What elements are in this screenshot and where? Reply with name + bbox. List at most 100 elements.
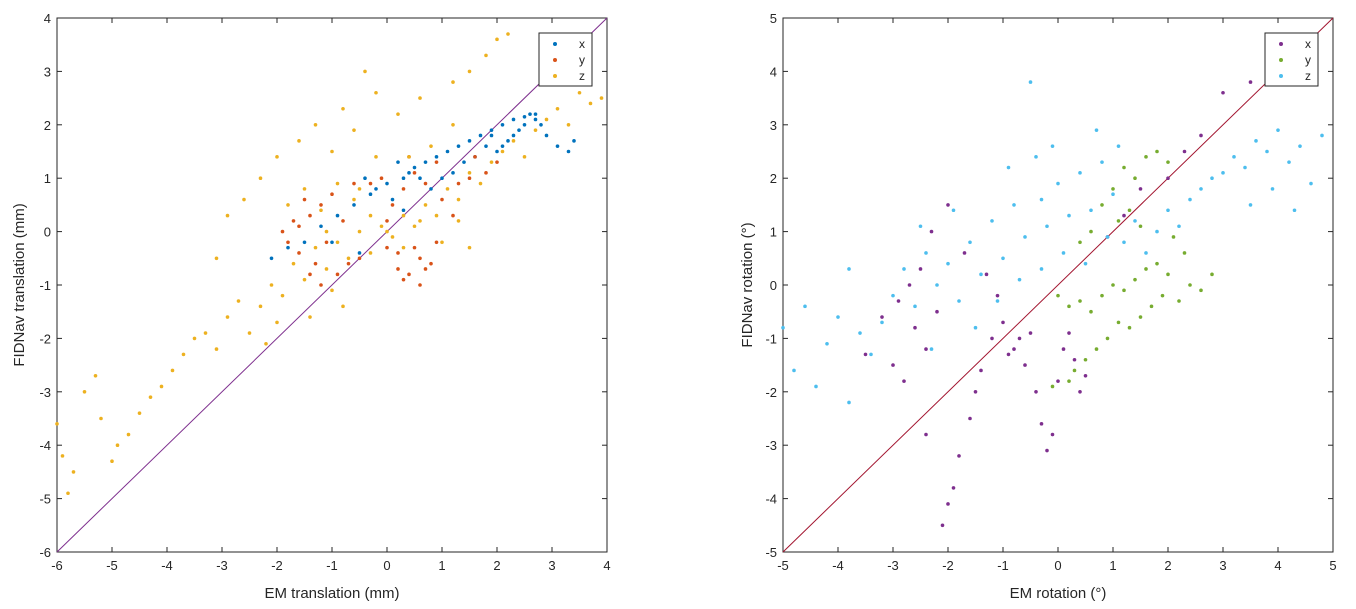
rotation-point-z: [1083, 261, 1088, 266]
rotation-point-y: [1188, 283, 1192, 287]
translation-point-z: [137, 411, 142, 415]
rotation-y-tick-label: -2: [765, 385, 777, 400]
rotation-point-z: [1039, 197, 1044, 202]
translation-point-x: [489, 133, 494, 138]
translation-point-x: [528, 112, 532, 116]
rotation-x-axis-label: EM rotation (°): [1010, 585, 1107, 602]
rotation-point-y: [1050, 384, 1055, 389]
rotation-point-x: [891, 363, 895, 367]
translation-x-tick-label: 2: [493, 558, 500, 573]
rotation-point-z: [957, 299, 961, 303]
rotation-legend-label-x: x: [1305, 37, 1311, 51]
translation-point-z: [500, 149, 505, 154]
translation-x-tick-label: 3: [548, 558, 555, 573]
rotation-point-z: [1210, 176, 1214, 180]
translation-point-z: [451, 80, 455, 84]
translation-point-x: [555, 144, 560, 148]
rotation-point-z: [1094, 128, 1099, 132]
translation-point-x: [440, 176, 444, 180]
translation-point-z: [302, 277, 307, 282]
translation-point-z: [66, 491, 70, 496]
rotation-point-z: [1177, 224, 1181, 229]
translation-y-tick-label: 1: [44, 171, 51, 186]
rotation-point-z: [995, 299, 1000, 303]
rotation-point-z: [1039, 267, 1044, 271]
translation-point-y: [335, 272, 340, 277]
translation-point-y: [451, 213, 455, 218]
translation-point-y: [308, 272, 312, 277]
translation-point-x: [500, 123, 505, 127]
translation-point-y: [319, 283, 323, 287]
translation-point-x: [423, 160, 428, 164]
translation-point-y: [418, 256, 422, 261]
translation-point-x: [522, 123, 527, 127]
rotation-point-z: [1078, 171, 1082, 175]
translation-point-x: [517, 128, 521, 132]
rotation-point-x: [1199, 133, 1203, 138]
rotation-point-y: [1155, 261, 1159, 266]
translation-point-z: [401, 213, 406, 218]
rotation-point-z: [1243, 165, 1247, 170]
translation-point-x: [352, 203, 356, 207]
translation-point-x: [506, 139, 510, 143]
rotation-point-y: [1111, 187, 1115, 191]
rotation-point-z: [847, 267, 851, 271]
rotation-point-z: [1023, 235, 1027, 239]
rotation-x-tick-label: 5: [1329, 558, 1336, 573]
translation-point-z: [203, 331, 208, 335]
rotation-point-z: [1001, 256, 1005, 261]
translation-point-z: [368, 251, 373, 255]
translation-point-x: [456, 144, 461, 148]
translation-point-x: [374, 187, 378, 191]
rotation-x-tick-label: 1: [1109, 558, 1116, 573]
rotation-point-y: [1116, 219, 1121, 223]
translation-point-z: [60, 454, 65, 458]
rotation-legend-marker-x: [1279, 42, 1283, 46]
translation-point-z: [170, 368, 175, 373]
rotation-y-tick-label: 4: [770, 64, 777, 79]
rotation-point-x: [962, 251, 967, 255]
rotation-point-z: [880, 320, 884, 325]
rotation-point-x: [995, 293, 1000, 298]
translation-point-y: [440, 197, 444, 202]
translation-point-x: [302, 240, 307, 245]
translation-point-z: [484, 53, 488, 58]
rotation-point-z: [1028, 80, 1033, 84]
rotation-legend-box: [1264, 32, 1319, 87]
translation-point-y: [412, 245, 417, 250]
translation-point-x: [412, 165, 417, 170]
rotation-point-z: [1188, 197, 1192, 202]
rotation-tick-group: -5 -4 -3 -2 -1 0 1 2 3 4 5 -5 -4 -3 -2 -1 0 1 2 3 4 5: [765, 11, 1336, 573]
rotation-point-z: [929, 347, 934, 351]
rotation-point-y: [1133, 176, 1137, 180]
translation-point-z: [247, 331, 252, 335]
rotation-y-axis-label: FIDNav rotation (°): [739, 222, 756, 347]
translation-point-z: [440, 240, 444, 245]
translation-point-z: [346, 256, 351, 261]
rotation-point-z: [1155, 229, 1159, 234]
rotation-point-y: [1199, 288, 1203, 293]
translation-point-y: [385, 219, 389, 223]
rotation-chart: -5 -4 -3 -2 -1 0 1 2 3 4 5 -5 -4 -3 -2 -1 0 1 2 3 4 5 EM rota…: [739, 11, 1337, 602]
rotation-point-x: [1221, 90, 1225, 95]
translation-point-x: [451, 171, 455, 175]
rotation-point-x: [1166, 176, 1170, 180]
translation-point-y: [484, 171, 488, 175]
translation-point-z: [335, 181, 340, 186]
rotation-point-y: [1210, 272, 1214, 277]
rotation-point-z: [858, 331, 862, 335]
translation-point-x: [429, 187, 433, 191]
translation-point-z: [445, 187, 450, 191]
translation-point-z: [434, 213, 439, 218]
translation-point-z: [225, 315, 230, 319]
rotation-point-z: [781, 325, 785, 330]
translation-point-z: [506, 32, 510, 36]
rotation-point-x: [1006, 352, 1011, 357]
translation-point-z: [181, 352, 186, 357]
rotation-point-z: [1067, 213, 1071, 218]
translation-point-x: [462, 160, 466, 164]
rotation-point-x: [1138, 187, 1143, 191]
rotation-x-tick-label: -2: [942, 558, 954, 573]
rotation-point-z: [1116, 144, 1121, 148]
